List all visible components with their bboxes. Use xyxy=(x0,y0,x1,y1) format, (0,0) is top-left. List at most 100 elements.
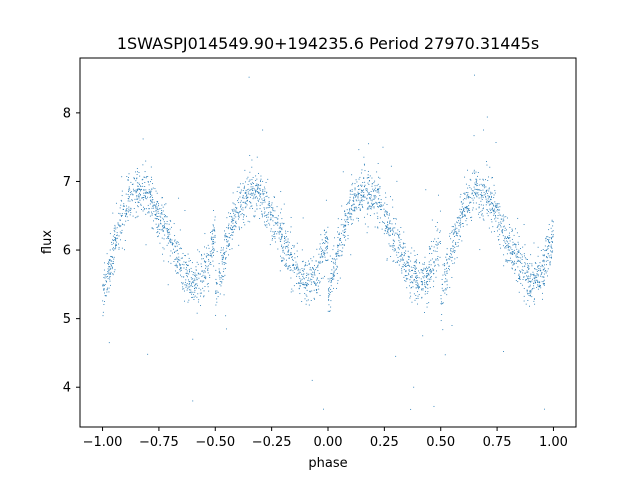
data-point xyxy=(120,232,122,234)
data-point xyxy=(167,236,169,238)
data-point xyxy=(111,268,113,270)
data-point xyxy=(239,201,241,203)
data-point xyxy=(213,254,214,256)
data-point xyxy=(412,286,414,288)
data-point xyxy=(404,243,406,244)
data-point xyxy=(308,304,310,306)
data-point xyxy=(463,207,465,209)
data-point xyxy=(232,226,234,228)
data-point xyxy=(145,177,147,179)
data-point xyxy=(421,282,423,284)
data-point xyxy=(492,177,493,178)
data-point xyxy=(351,209,352,210)
data-point xyxy=(345,225,347,227)
data-point xyxy=(284,264,286,266)
data-point xyxy=(525,279,527,281)
data-point xyxy=(152,205,154,207)
data-point xyxy=(232,220,234,222)
data-point xyxy=(302,217,304,219)
data-point xyxy=(328,304,330,306)
data-point xyxy=(425,189,427,191)
data-point xyxy=(337,266,338,268)
data-point xyxy=(499,234,501,236)
data-point xyxy=(361,189,363,191)
data-point xyxy=(481,194,483,196)
data-point xyxy=(378,201,380,203)
data-point xyxy=(158,235,159,237)
data-point xyxy=(466,210,468,212)
data-point xyxy=(131,184,133,185)
data-point xyxy=(486,164,488,166)
data-point xyxy=(512,244,514,246)
data-point xyxy=(476,196,478,198)
data-point xyxy=(477,175,478,177)
data-point xyxy=(421,281,423,283)
data-point xyxy=(361,191,363,193)
data-point xyxy=(332,274,334,276)
data-point xyxy=(189,289,190,291)
data-point xyxy=(407,261,408,263)
data-point xyxy=(244,202,246,204)
data-point xyxy=(469,201,471,203)
data-point xyxy=(542,283,544,285)
data-point xyxy=(433,273,434,275)
data-point xyxy=(524,262,526,264)
data-point xyxy=(425,266,427,268)
data-point xyxy=(438,265,440,267)
data-point xyxy=(232,222,234,224)
data-point xyxy=(371,194,372,196)
data-point xyxy=(509,246,511,248)
data-point xyxy=(280,224,281,226)
data-point xyxy=(200,273,201,275)
data-point xyxy=(177,241,179,243)
data-point xyxy=(520,282,522,284)
data-point xyxy=(379,222,381,224)
data-point xyxy=(417,295,419,297)
data-point xyxy=(194,291,196,293)
data-point xyxy=(182,286,184,288)
data-point xyxy=(550,237,552,239)
data-point xyxy=(386,213,388,215)
data-point xyxy=(129,189,131,191)
data-point xyxy=(407,250,409,252)
data-point xyxy=(349,216,351,218)
data-point xyxy=(175,265,177,267)
data-point xyxy=(276,206,278,208)
data-point xyxy=(207,283,209,284)
data-point xyxy=(254,189,256,191)
data-point xyxy=(188,299,190,301)
data-point xyxy=(240,192,241,194)
data-point xyxy=(486,161,487,163)
data-point xyxy=(446,248,448,250)
data-point xyxy=(135,201,136,203)
data-point xyxy=(383,208,385,210)
data-point xyxy=(521,256,523,258)
data-point xyxy=(156,218,158,219)
data-point xyxy=(389,234,391,236)
data-point xyxy=(290,277,292,279)
data-point xyxy=(367,182,369,184)
data-point xyxy=(162,219,164,221)
data-point xyxy=(465,220,467,222)
data-point xyxy=(327,259,329,261)
data-point xyxy=(402,264,404,266)
data-point xyxy=(527,278,529,279)
data-point xyxy=(303,283,305,285)
data-point xyxy=(408,269,410,271)
data-point xyxy=(249,201,251,203)
data-point xyxy=(282,259,284,261)
data-point xyxy=(189,270,191,272)
data-point xyxy=(205,267,206,269)
data-point xyxy=(250,196,252,198)
data-point xyxy=(503,219,505,221)
data-point xyxy=(244,224,246,226)
data-point xyxy=(394,234,395,236)
data-point xyxy=(298,271,300,273)
data-point xyxy=(469,210,471,211)
data-point xyxy=(243,216,244,218)
data-point xyxy=(107,275,108,277)
data-point xyxy=(353,197,355,199)
data-point xyxy=(493,231,495,232)
data-point xyxy=(380,209,382,211)
x-tick-label: 0.50 xyxy=(426,435,455,450)
